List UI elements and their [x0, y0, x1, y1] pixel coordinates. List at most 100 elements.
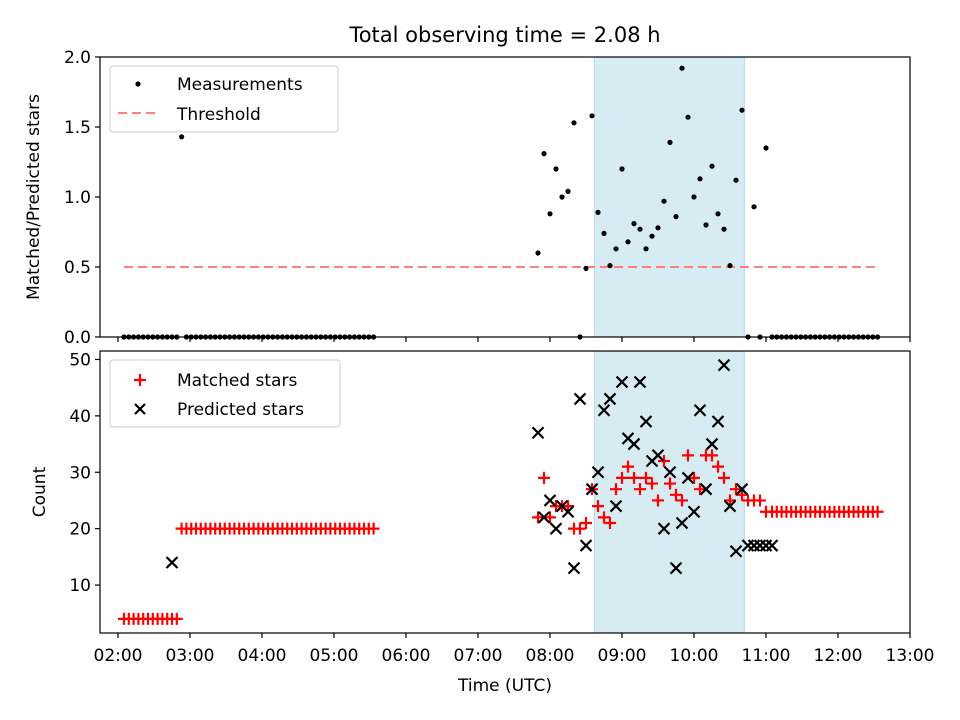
- predicted-star-point: [543, 494, 557, 507]
- top-y-tick-label: 0.5: [64, 258, 91, 278]
- top-y-axis-label: Matched/Predicted stars: [24, 94, 44, 300]
- matched-star-point: [664, 477, 676, 490]
- matched-star-point: [634, 483, 646, 496]
- measurement-point: [179, 134, 185, 140]
- x-tick-label: 03:00: [166, 646, 215, 666]
- predicted-star-point: [549, 522, 563, 535]
- x-tick-label: 12:00: [814, 646, 863, 666]
- measurement-point: [673, 214, 679, 220]
- predicted-star-point: [711, 415, 725, 428]
- predicted-star-point: [531, 426, 545, 440]
- predicted-star-point: [663, 465, 677, 479]
- legend-threshold-label: Threshold: [176, 105, 261, 125]
- top-x-ticks: [117, 337, 911, 342]
- matched-star-point: [640, 471, 652, 484]
- matched-star-point: [871, 505, 884, 518]
- bottom-y-tick-label: 20: [69, 520, 91, 540]
- measurement-point: [715, 211, 721, 217]
- measurement-point: [625, 239, 631, 245]
- x-tick-label: 10:00: [670, 646, 719, 666]
- bottom-legend: Matched stars Predicted stars: [109, 359, 341, 428]
- measurement-point: [679, 65, 685, 71]
- predicted-star-point: [699, 482, 713, 496]
- matched-star-points: [118, 449, 884, 625]
- bottom-y-axis-label: Count: [30, 466, 50, 517]
- predicted-star-point: [717, 358, 731, 372]
- matched-star-point: [658, 454, 670, 467]
- measurement-point: [595, 209, 601, 215]
- measurement-point: [685, 114, 691, 120]
- matched-star-point: [628, 471, 640, 484]
- predicted-star-point: [657, 522, 671, 535]
- bottom-y-axis: 10 20 30 40 50: [69, 350, 100, 596]
- predicted-star-points: [165, 358, 779, 575]
- predicted-star-point: [561, 505, 575, 519]
- x-tick-label: 04:00: [238, 646, 287, 666]
- predicted-star-point: [627, 437, 641, 451]
- matched-star-point: [676, 494, 688, 507]
- measurement-point: [661, 198, 667, 204]
- measurement-point: [631, 221, 637, 227]
- measurement-point: [601, 230, 607, 236]
- measurement-point: [763, 145, 769, 151]
- predicted-star-point: [615, 375, 629, 389]
- predicted-star-point: [747, 539, 761, 552]
- measurement-point: [667, 139, 673, 145]
- measurement-point: [559, 194, 565, 200]
- x-tick-label: 13:00: [886, 646, 935, 666]
- predicted-star-point: [669, 561, 683, 575]
- predicted-star-point: [675, 516, 689, 530]
- matched-star-point: [544, 511, 556, 524]
- predicted-star-point: [765, 539, 779, 552]
- x-axis-label: Time (UTC): [457, 676, 552, 696]
- predicted-star-point: [693, 403, 707, 417]
- measurement-point: [721, 226, 727, 232]
- predicted-star-point: [609, 499, 623, 513]
- matched-star-point: [367, 522, 380, 535]
- predicted-star-point: [729, 544, 743, 558]
- chart-title: Total observing time = 2.08 h: [348, 23, 660, 47]
- measurement-point: [583, 265, 589, 271]
- measurement-point: [547, 211, 553, 217]
- x-tick-label: 06:00: [382, 646, 431, 666]
- predicted-star-point: [567, 561, 581, 575]
- matched-star-point: [574, 522, 586, 535]
- predicted-star-point: [681, 471, 695, 485]
- bottom-x-axis: 02:00 03:00 04:00 05:00 06:00 07:00 08:00 09:00…: [94, 633, 935, 666]
- predicted-star-point: [579, 539, 593, 552]
- matched-star-point: [562, 500, 574, 513]
- matched-star-point: [610, 483, 622, 496]
- top-y-tick-label: 2.0: [64, 48, 91, 68]
- matched-star-point: [736, 488, 748, 501]
- matched-star-point: [580, 517, 592, 530]
- measurement-point: [655, 225, 661, 231]
- predicted-star-point: [537, 511, 551, 524]
- legend-predicted-marker: [134, 403, 146, 415]
- bottom-plot-frame: [99, 350, 911, 634]
- matched-star-point: [712, 460, 724, 473]
- top-y-tick-label: 0.0: [64, 328, 91, 348]
- bottom-panel: 10 20 30 40 50 02:00 03:00 04:00 05:00 06:00 07:0…: [30, 350, 935, 696]
- matched-star-point: [688, 471, 700, 484]
- predicted-star-point: [687, 505, 701, 519]
- measurement-point: [733, 177, 739, 183]
- top-y-tick-label: 1.5: [64, 118, 91, 138]
- measurement-point: [613, 246, 619, 252]
- top-legend: Measurements Threshold: [109, 65, 339, 133]
- matched-star-point: [718, 471, 730, 484]
- bottom-legend-box: [109, 359, 341, 428]
- predicted-star-point: [759, 539, 773, 552]
- top-shaded-interval: [593, 56, 745, 338]
- matched-star-point: [604, 517, 616, 530]
- predicted-star-point: [165, 556, 179, 569]
- matched-star-point: [706, 449, 718, 462]
- top-y-tick-label: 1.0: [64, 188, 91, 208]
- bottom-shaded-interval: [593, 350, 745, 634]
- measurement-point: [619, 166, 625, 172]
- x-tick-label: 09:00: [598, 646, 647, 666]
- matched-star-point: [730, 483, 742, 496]
- legend-predicted-label: Predicted stars: [177, 400, 304, 420]
- matched-star-point: [754, 494, 766, 507]
- measurement-point: [553, 166, 559, 172]
